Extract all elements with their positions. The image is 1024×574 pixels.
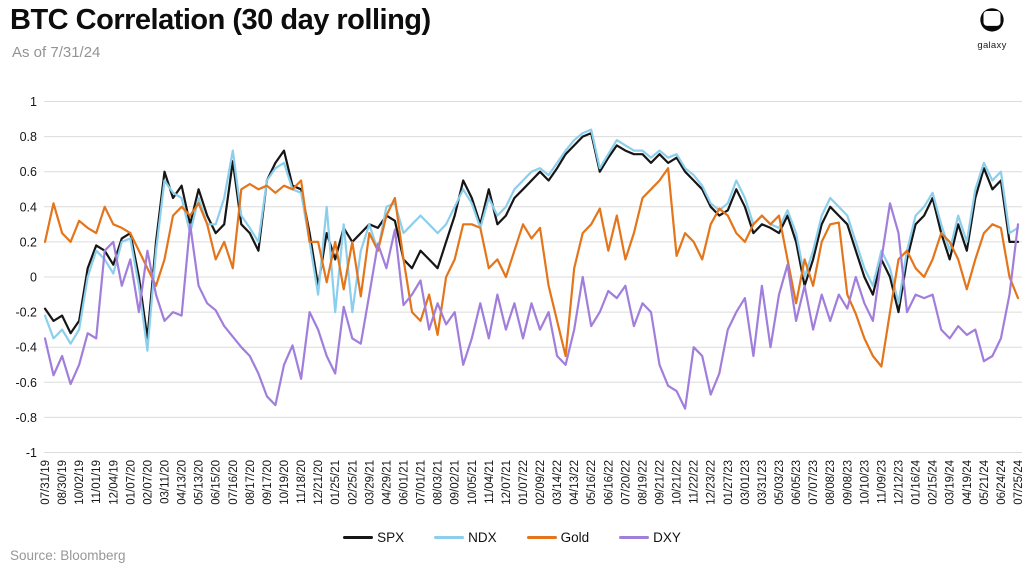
legend-item-spx: SPX bbox=[343, 530, 404, 545]
legend-swatch-gold bbox=[526, 535, 557, 540]
x-axis-tick-label: 07/07/23 bbox=[808, 460, 820, 505]
legend-swatch-ndx bbox=[434, 535, 465, 540]
x-axis-tick-label: 05/16/22 bbox=[586, 460, 598, 505]
x-axis-tick-label: 06/24/24 bbox=[996, 459, 1008, 504]
x-axis-tick-label: 03/14/22 bbox=[552, 460, 564, 505]
legend-label-gold: Gold bbox=[560, 530, 590, 545]
y-axis-tick-label: 0.8 bbox=[20, 130, 37, 144]
x-axis-tick-label: 06/16/22 bbox=[603, 460, 615, 505]
y-axis-tick-label: 0.6 bbox=[20, 165, 37, 179]
x-axis-tick-label: 03/19/24 bbox=[945, 459, 957, 504]
x-axis-tick-label: 11/09/23 bbox=[876, 460, 888, 504]
x-axis-tick-label: 09/02/21 bbox=[450, 460, 462, 505]
x-axis-tick-label: 01/16/24 bbox=[911, 459, 923, 504]
x-axis-tick-label: 02/09/22 bbox=[535, 460, 547, 505]
x-axis-tick-label: 09/21/22 bbox=[655, 460, 667, 505]
x-axis-tick-label: 10/02/19 bbox=[74, 460, 86, 505]
x-axis-tick-label: 08/30/19 bbox=[57, 460, 69, 505]
galaxy-logo-label: galaxy bbox=[977, 40, 1007, 51]
x-axis-tick-label: 12/21/20 bbox=[313, 460, 325, 505]
x-axis-tick-label: 01/07/22 bbox=[518, 460, 530, 505]
y-axis-tick-label: 1 bbox=[30, 95, 37, 109]
series-line-dxy bbox=[43, 202, 1020, 410]
as-of-date: As of 7/31/24 bbox=[12, 44, 101, 61]
y-axis-tick-label: -0.2 bbox=[15, 306, 37, 320]
x-axis-tick-label: 05/03/23 bbox=[774, 460, 786, 505]
x-axis-tick-label: 07/20/22 bbox=[620, 460, 632, 505]
page-title: BTC Correlation (30 day rolling) bbox=[10, 4, 431, 36]
x-axis-tick-label: 11/18/20 bbox=[296, 460, 308, 504]
x-axis-tick-label: 08/03/21 bbox=[433, 460, 445, 505]
x-axis-tick-label: 12/07/21 bbox=[501, 460, 513, 505]
galaxy-logo: galaxy bbox=[968, 5, 1016, 51]
y-axis-tick-label: 0.4 bbox=[20, 200, 37, 214]
x-axis-tick-label: 10/10/23 bbox=[859, 460, 871, 505]
x-axis-tick-label: 04/19/24 bbox=[962, 459, 974, 504]
legend-label-dxy: DXY bbox=[653, 530, 681, 545]
x-axis-tick-label: 07/31/19 bbox=[40, 460, 52, 505]
x-axis-tick-label: 02/25/21 bbox=[347, 460, 359, 505]
x-axis-tick-label: 08/17/20 bbox=[245, 460, 257, 505]
x-axis-tick-label: 04/29/21 bbox=[381, 460, 393, 505]
legend-swatch-spx bbox=[343, 535, 374, 540]
x-axis-tick-label: 10/05/21 bbox=[467, 460, 479, 505]
x-axis-tick-label: 07/25/24 bbox=[1013, 459, 1024, 504]
x-axis-tick-label: 12/23/22 bbox=[706, 460, 718, 505]
x-axis-tick-label: 01/07/20 bbox=[125, 460, 137, 505]
x-axis-tick-label: 01/25/21 bbox=[330, 460, 342, 505]
y-axis-tick-label: -0.8 bbox=[15, 411, 37, 425]
x-axis-tick-label: 01/27/23 bbox=[723, 460, 735, 505]
x-axis-tick-label: 07/01/21 bbox=[416, 460, 428, 505]
galaxy-logo-icon bbox=[980, 8, 1004, 32]
x-axis-tick-label: 11/04/21 bbox=[484, 460, 496, 504]
x-axis-tick-label: 06/01/21 bbox=[399, 460, 411, 505]
y-axis-tick-label: -1 bbox=[26, 446, 37, 460]
y-axis-tick-label: 0 bbox=[30, 271, 37, 285]
x-axis-tick-label: 04/13/20 bbox=[177, 460, 189, 505]
x-axis-tick-label: 09/08/23 bbox=[842, 460, 854, 505]
x-axis-tick-label: 08/08/23 bbox=[825, 460, 837, 505]
y-axis-tick-label: 0.2 bbox=[20, 235, 37, 249]
x-axis-tick-label: 02/15/24 bbox=[928, 459, 940, 504]
x-axis-tick-label: 05/13/20 bbox=[194, 460, 206, 505]
x-axis-tick-label: 04/13/22 bbox=[569, 460, 581, 505]
x-axis-tick-label: 11/01/19 bbox=[91, 460, 103, 504]
x-axis-tick-label: 09/17/20 bbox=[262, 460, 274, 505]
legend-item-ndx: NDX bbox=[434, 530, 497, 545]
x-axis-tick-label: 08/19/22 bbox=[638, 460, 650, 505]
x-axis-tick-label: 05/21/24 bbox=[979, 459, 991, 504]
x-axis-tick-label: 10/19/20 bbox=[279, 460, 291, 505]
x-axis-tick-label: 12/12/23 bbox=[894, 460, 906, 505]
series-line-spx bbox=[43, 132, 1020, 340]
x-axis-tick-label: 03/01/23 bbox=[740, 460, 752, 505]
legend-label-spx: SPX bbox=[377, 530, 405, 545]
legend-item-dxy: DXY bbox=[619, 530, 681, 545]
x-axis-tick-label: 10/21/22 bbox=[672, 460, 684, 505]
y-axis-tick-label: -0.6 bbox=[15, 376, 37, 390]
chart-legend: SPX NDX Gold DXY bbox=[0, 530, 1024, 545]
x-axis-tick-label: 02/07/20 bbox=[142, 460, 154, 505]
series-line-gold bbox=[43, 167, 1020, 368]
legend-swatch-dxy bbox=[619, 535, 650, 540]
source-note: Source: Bloomberg bbox=[10, 548, 126, 563]
legend-item-gold: Gold bbox=[526, 530, 590, 545]
x-axis-tick-label: 03/29/21 bbox=[364, 460, 376, 505]
x-axis-tick-label: 06/15/20 bbox=[211, 460, 223, 505]
legend-label-ndx: NDX bbox=[468, 530, 497, 545]
x-axis-tick-label: 03/11/20 bbox=[160, 460, 172, 504]
x-axis-tick-label: 07/16/20 bbox=[228, 460, 240, 505]
y-axis-tick-label: -0.4 bbox=[15, 341, 37, 355]
x-axis-tick-label: 03/31/23 bbox=[757, 460, 769, 505]
x-axis-tick-label: 11/22/22 bbox=[689, 460, 701, 504]
x-axis-tick-label: 06/05/23 bbox=[791, 460, 803, 505]
x-axis-tick-label: 12/04/19 bbox=[108, 460, 120, 505]
